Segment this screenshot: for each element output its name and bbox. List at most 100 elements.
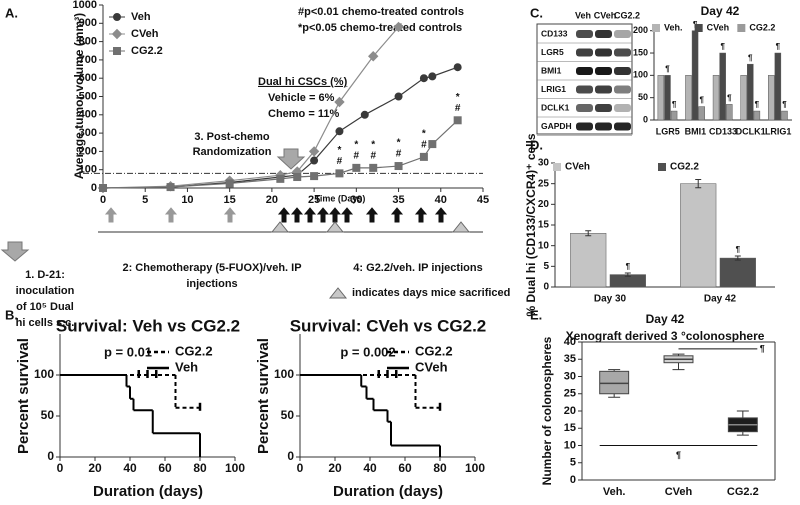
schedule-arrow bbox=[365, 207, 379, 223]
value-note: ¶ bbox=[755, 100, 760, 109]
y-tick-label: 100 bbox=[79, 164, 97, 176]
significance-label: ¶ bbox=[676, 450, 681, 460]
point-note: # bbox=[354, 151, 360, 162]
y-tick-label: 5 bbox=[543, 261, 549, 272]
x-tick-label: 60 bbox=[158, 461, 172, 475]
value-note: ¶ bbox=[626, 262, 631, 271]
y-tick-label: 400 bbox=[79, 109, 97, 121]
point-note: # bbox=[396, 149, 402, 160]
legend-swatch bbox=[658, 163, 666, 171]
bar bbox=[719, 52, 726, 121]
blot-row: LGR5 bbox=[541, 47, 564, 57]
point-note: * bbox=[456, 92, 460, 103]
box bbox=[599, 370, 630, 395]
y-axis-label: Percent survival bbox=[15, 338, 32, 454]
point bbox=[393, 21, 404, 33]
x-tick-label: 25 bbox=[308, 194, 320, 206]
blot-band bbox=[614, 104, 631, 112]
x-tick-label: BMI1 bbox=[685, 126, 707, 136]
schedule-arrow bbox=[390, 207, 404, 223]
x-tick-label: 10 bbox=[181, 194, 193, 206]
blot-row: LRIG1 bbox=[541, 84, 566, 94]
x-tick-label: 60 bbox=[398, 461, 412, 475]
note: #p<0.01 chemo-treated controls bbox=[298, 6, 464, 18]
y-tick-label: 600 bbox=[79, 72, 97, 84]
randomization: 3. Post-chemo bbox=[194, 131, 269, 143]
x-tick-label: 0 bbox=[100, 194, 106, 206]
x-tick-label: 40 bbox=[363, 461, 377, 475]
x-tick-label: 40 bbox=[435, 194, 447, 206]
blot-row: DCLK1 bbox=[541, 102, 570, 112]
y-tick-label: 20 bbox=[538, 199, 550, 210]
x-tick-label: 5 bbox=[142, 194, 148, 206]
y-tick-label: 10 bbox=[564, 439, 576, 451]
schedule-arrow bbox=[316, 207, 330, 223]
point bbox=[310, 172, 319, 181]
bar bbox=[774, 52, 782, 121]
x-tick-label: LGR5 bbox=[656, 126, 680, 136]
schedule-arrow bbox=[340, 207, 354, 223]
point-note: * bbox=[422, 129, 426, 140]
blot-band bbox=[614, 67, 631, 75]
bar bbox=[680, 183, 717, 288]
value-note: ¶ bbox=[736, 245, 741, 254]
point bbox=[419, 74, 428, 83]
legend-label: Veh bbox=[131, 11, 151, 23]
legend-label: CG2.2 bbox=[670, 162, 699, 173]
chart-title: Survival: Veh vs CG2.2 bbox=[56, 316, 240, 335]
sacrifice-icon bbox=[451, 221, 471, 233]
y-tick-label: 0 bbox=[543, 282, 549, 293]
y-tick-label: 800 bbox=[79, 36, 97, 48]
x-tick-label: 0 bbox=[57, 461, 64, 475]
csc-line: Vehicle = 6% bbox=[268, 92, 335, 104]
panel-label: B. bbox=[5, 307, 18, 322]
sacrifice-icon bbox=[328, 287, 348, 299]
error-bar bbox=[695, 179, 702, 189]
point bbox=[368, 51, 379, 62]
point bbox=[394, 162, 403, 171]
x-tick-label: Veh. bbox=[603, 486, 626, 498]
point bbox=[335, 169, 344, 178]
y-tick-label: 10 bbox=[538, 240, 550, 251]
bar bbox=[664, 75, 671, 121]
x-axis-label: Time (Days) bbox=[315, 193, 366, 203]
panel-label: A. bbox=[5, 5, 18, 20]
y-tick-label: 15 bbox=[564, 422, 576, 434]
value-note: ¶ bbox=[672, 100, 677, 109]
y-tick-label: 150 bbox=[633, 47, 648, 57]
bar bbox=[698, 106, 705, 121]
y-tick-label: 200 bbox=[633, 25, 648, 35]
legend-label: CG2.2 bbox=[175, 343, 213, 358]
chart-title: Day 42 bbox=[701, 4, 740, 18]
y-tick-label: 30 bbox=[538, 158, 550, 169]
schedule-arrow bbox=[328, 207, 342, 223]
schedule-arrow bbox=[277, 207, 291, 223]
x-axis-label: Duration (days) bbox=[333, 483, 443, 500]
value-note: ¶ bbox=[782, 100, 787, 109]
sacrifice-note: indicates days mice sacrificed bbox=[352, 287, 510, 299]
schedule-arrow bbox=[223, 207, 237, 223]
bar bbox=[726, 104, 733, 121]
sacrifice-icon bbox=[325, 221, 345, 233]
point bbox=[166, 183, 175, 192]
x-tick-label: 80 bbox=[193, 461, 207, 475]
blot-band bbox=[614, 48, 631, 57]
value-note: ¶ bbox=[665, 64, 670, 73]
point bbox=[99, 184, 107, 192]
legend-label: CG2.2 bbox=[131, 45, 163, 57]
panel-label: E. bbox=[530, 307, 542, 322]
chart-subtitle: Xenograft derived 3 °colonosphere bbox=[566, 329, 765, 343]
y-tick-label: 35 bbox=[564, 353, 576, 365]
step2: injections bbox=[186, 278, 237, 290]
y-tick-label: 50 bbox=[638, 92, 648, 102]
point bbox=[310, 156, 319, 165]
point-note: # bbox=[421, 140, 427, 151]
point-note: # bbox=[370, 151, 376, 162]
panel-label: D. bbox=[530, 137, 543, 152]
note: *p<0.05 chemo-treated controls bbox=[298, 22, 462, 34]
bar bbox=[747, 63, 754, 121]
x-tick-label: 40 bbox=[123, 461, 137, 475]
x-tick-label: CVeh bbox=[665, 486, 693, 498]
blot-column: CVeh bbox=[594, 10, 617, 20]
